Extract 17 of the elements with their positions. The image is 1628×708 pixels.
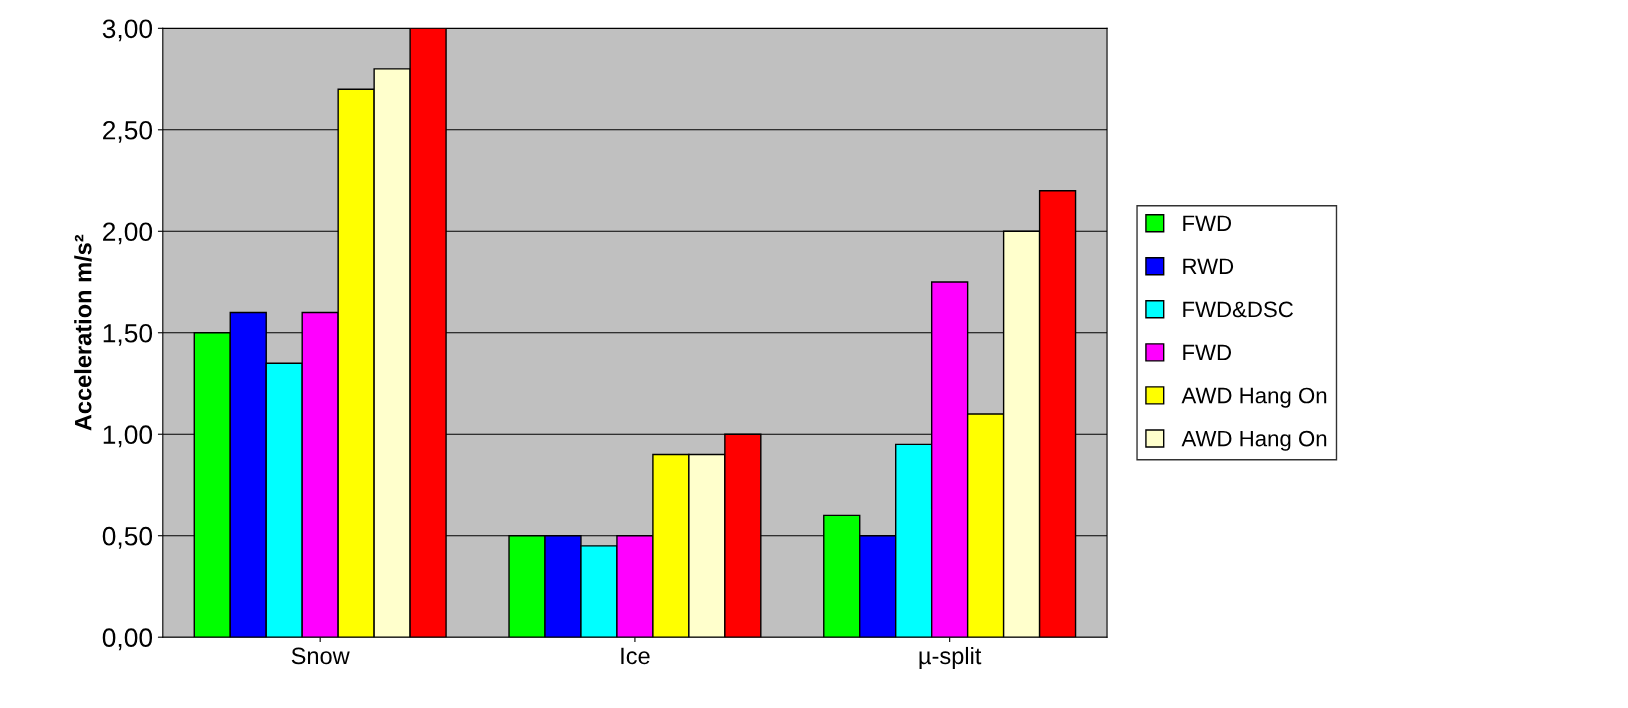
legend-label: RWD (1183, 258, 1234, 274)
x-tick-label: µ-split (919, 646, 982, 669)
y-tick-label: 0,00 (102, 628, 153, 651)
legend-label: AWD Hang On (1181, 387, 1327, 408)
y-tick-label: 2,50 (103, 120, 153, 143)
y-tick-label: 1,50 (103, 323, 153, 346)
y-tick-label: 1,00 (103, 425, 153, 448)
x-tick-label: Ice (621, 647, 650, 665)
legend-label: FWD (1183, 215, 1232, 231)
legend-label: FWD (1183, 344, 1232, 361)
y-axis-title: Acceleration m/s² (74, 234, 92, 431)
legend-label: AWD Hang On (1181, 430, 1327, 451)
y-tick-label: 2,00 (103, 222, 153, 245)
x-tick-label: Snow (291, 647, 350, 665)
legend-label: FWD&DSC (1183, 301, 1293, 318)
y-tick-label: 0,50 (102, 526, 153, 549)
y-tick-label: 3,00 (102, 19, 153, 42)
